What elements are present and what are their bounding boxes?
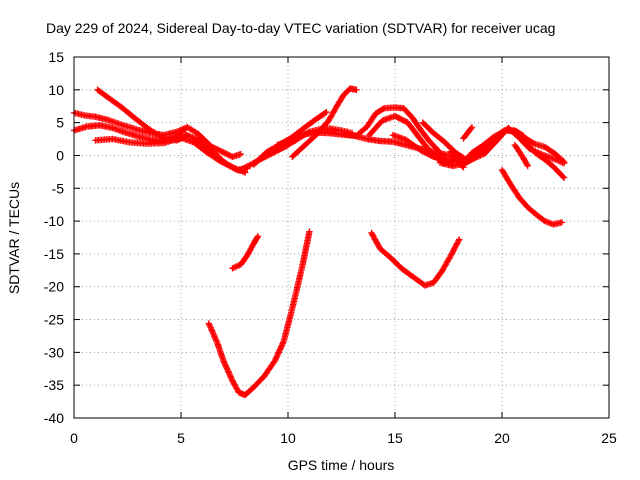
- x-tick-label: 25: [601, 430, 617, 446]
- y-tick-label: -35: [44, 377, 64, 393]
- y-tick-label: 5: [56, 115, 64, 131]
- x-tick-label: 10: [280, 430, 296, 446]
- y-tick-label: -20: [44, 279, 64, 295]
- data-series-21: [205, 228, 313, 399]
- data-point-markers: [205, 228, 313, 399]
- x-tick-label: 15: [387, 430, 403, 446]
- data-series-2: [70, 109, 245, 160]
- y-axis-label: SDTVAR / TECUs: [6, 182, 22, 294]
- data-series-17: [460, 124, 476, 142]
- data-series-19: [498, 166, 566, 228]
- x-tick-label: 0: [70, 430, 78, 446]
- y-tick-label: -10: [44, 213, 64, 229]
- data-point-markers: [368, 229, 463, 289]
- y-tick-label: -5: [52, 180, 65, 196]
- data-point-markers: [70, 109, 245, 160]
- data-series-12: [389, 131, 448, 162]
- data-series-10: [340, 104, 456, 168]
- data-series-20: [229, 233, 262, 272]
- y-tick-label: -15: [44, 246, 64, 262]
- data-point-markers: [498, 166, 566, 228]
- x-tick-label: 20: [494, 430, 510, 446]
- data-series-22: [368, 229, 463, 289]
- data-point-markers: [511, 141, 531, 170]
- x-axis-label: GPS time / hours: [288, 457, 395, 473]
- y-tick-label: 0: [56, 147, 64, 163]
- data-points: [70, 85, 568, 399]
- data-point-markers: [458, 126, 568, 181]
- data-point-markers: [340, 104, 456, 168]
- y-tick-label: -40: [44, 410, 64, 426]
- y-tick-label: -30: [44, 344, 64, 360]
- data-series-18: [511, 141, 531, 170]
- data-series-11: [366, 112, 467, 171]
- data-series-16: [458, 126, 568, 181]
- grid-lines: [74, 57, 609, 418]
- series-line: [500, 168, 564, 226]
- data-point-markers: [460, 124, 476, 142]
- y-tick-label: -25: [44, 312, 64, 328]
- chart-title: Day 229 of 2024, Sidereal Day-to-day VTE…: [46, 20, 555, 36]
- data-point-markers: [389, 131, 448, 162]
- axis-ticks: -40 -35 -30 -25 -20 -15 -10 -5 0 5 10 15 0 5 10 15 20 25: [44, 49, 617, 446]
- plot-area-frame: [73, 56, 610, 419]
- x-tick-label: 5: [177, 430, 185, 446]
- data-point-markers: [289, 85, 360, 160]
- series-line: [207, 230, 311, 397]
- y-tick-label: 15: [48, 49, 64, 65]
- y-tick-label: 10: [48, 82, 64, 98]
- data-series-8: [289, 85, 360, 160]
- data-point-markers: [229, 233, 262, 272]
